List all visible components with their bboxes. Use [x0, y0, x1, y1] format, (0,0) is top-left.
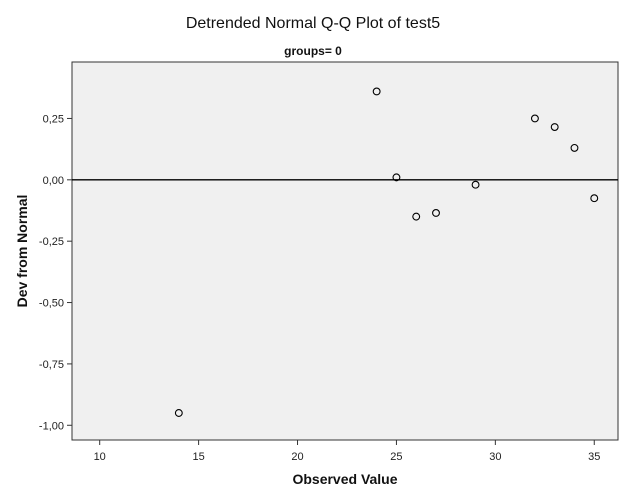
data-point — [432, 209, 440, 217]
data-points — [174, 87, 599, 417]
data-point — [372, 87, 381, 96]
chart-subtitle: groups= 0 — [284, 44, 342, 58]
x-tick-label: 20 — [291, 451, 303, 463]
data-point — [530, 114, 539, 123]
chart-title: Detrended Normal Q-Q Plot of test5 — [186, 15, 440, 32]
x-tick-label: 25 — [390, 451, 402, 463]
data-point — [550, 123, 559, 131]
x-axis-label: Observed Value — [292, 471, 397, 487]
x-axis: 10 15 20 25 30 35 — [94, 440, 600, 463]
y-axis-label: Dev from Normal — [14, 195, 30, 308]
x-tick-label: 30 — [489, 451, 501, 463]
plot-area — [71, 61, 619, 441]
y-axis: 0,25 0,00 -0,25 -0,50 -0,75 -1,00 — [39, 113, 72, 432]
y-tick-label: 0,00 — [43, 175, 64, 187]
data-point — [392, 173, 401, 182]
y-tick-label: 0,25 — [43, 113, 64, 125]
x-tick-label: 15 — [192, 451, 204, 463]
y-tick-label: -0,25 — [39, 236, 64, 248]
y-tick-label: -0,50 — [39, 298, 64, 310]
data-point — [570, 143, 579, 152]
data-point — [590, 194, 599, 203]
data-point — [471, 180, 480, 189]
y-tick-label: -0,75 — [39, 359, 64, 371]
y-tick-label: -1,00 — [39, 420, 64, 432]
data-point — [174, 409, 183, 417]
x-tick-label: 35 — [588, 451, 600, 463]
data-point — [412, 212, 421, 221]
x-tick-label: 10 — [94, 451, 106, 463]
